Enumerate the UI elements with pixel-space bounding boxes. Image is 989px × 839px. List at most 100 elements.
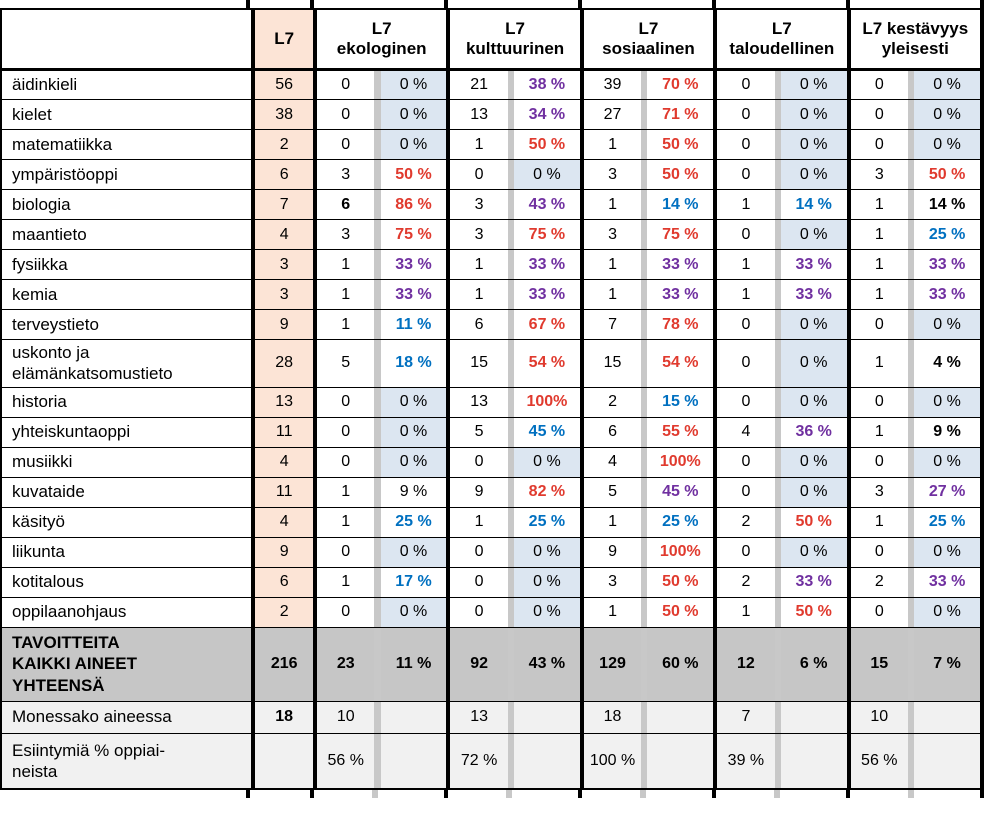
l7-count-cell: 7 <box>251 189 317 220</box>
group-count-cell: 1 <box>579 189 642 220</box>
group-percent-cell: 50 % <box>647 566 718 598</box>
l7-count-cell: 11 <box>251 476 317 508</box>
header-row: L7 L7 ekologinen L7 kulttuurinen L7 sosi… <box>1 8 985 71</box>
l7-count-cell: 18 <box>251 700 317 734</box>
divider-tick <box>506 790 512 798</box>
subject-cell: TAVOITTEITA KAIKKI AINEET YHTEENSÄ <box>1 626 254 702</box>
group-header-taloudellinen: L7 taloudellinen <box>713 8 851 71</box>
group-count-cell: 6 <box>446 309 508 340</box>
l7-count-cell: 56 <box>251 69 317 100</box>
subject-cell: kemia <box>1 279 254 310</box>
subject-cell: kuvataide <box>1 476 254 508</box>
group-percent-cell: 6 % <box>780 626 851 702</box>
group-count-cell: 1 <box>312 279 375 310</box>
edge-tick <box>578 790 582 798</box>
subject-cell: kielet <box>1 99 254 130</box>
group-percent-cell: 0 % <box>514 159 584 190</box>
edge-tick <box>578 0 582 8</box>
group-count-cell: 2 <box>579 386 642 418</box>
group-count-cell: 0 <box>446 536 508 568</box>
group-percent-cell: 0 % <box>780 159 851 190</box>
group-percent-cell: 33 % <box>780 279 851 310</box>
group-count-cell: 72 % <box>446 732 508 790</box>
group-count-cell: 6 <box>312 189 375 220</box>
edge-tick <box>246 0 250 8</box>
group-count-cell: 1 <box>846 189 909 220</box>
edge-tick <box>310 0 314 8</box>
l7-count-cell: 9 <box>251 536 317 568</box>
group-percent-cell: 50 % <box>380 159 451 190</box>
group-count-cell: 3 <box>579 159 642 190</box>
group-count-cell: 0 <box>713 99 775 130</box>
group-percent-cell: 33 % <box>380 249 451 280</box>
group-percent-cell: 25 % <box>647 506 718 538</box>
group-count-cell: 1 <box>446 279 508 310</box>
group-count-cell: 1 <box>846 249 909 280</box>
group-count-cell: 1 <box>312 566 375 598</box>
group-count-cell: 0 <box>846 446 909 478</box>
group-percent-cell: 0 % <box>780 69 851 100</box>
totals-row: TAVOITTEITA KAIKKI AINEET YHTEENSÄ 216 23 1… <box>1 626 984 702</box>
group-header-line1: L7 kestävyys <box>862 18 969 38</box>
group-percent-cell: 25 % <box>914 506 984 538</box>
l7-count-cell: 6 <box>251 159 317 190</box>
group-percent-cell: 60 % <box>647 626 718 702</box>
group-percent-cell: 67 % <box>514 309 584 340</box>
group-count-cell: 3 <box>446 219 508 250</box>
table-row: historia 13 0 0 % 13 100% 2 15 % 0 0 % 0 0 % <box>1 386 984 418</box>
group-count-cell: 1 <box>713 279 775 310</box>
group-percent-cell: 100% <box>647 446 718 478</box>
group-count-cell: 0 <box>846 386 909 418</box>
group-percent-cell: 33 % <box>780 249 851 280</box>
group-count-cell: 0 <box>312 69 375 100</box>
group-count-cell: 3 <box>579 219 642 250</box>
table-row: käsityö 4 1 25 % 1 25 % 1 25 % 2 50 % 1 25 % <box>1 506 984 538</box>
table-row: liikunta 9 0 0 % 0 0 % 9 100% 0 0 % 0 0 % <box>1 536 984 568</box>
group-count-cell: 12 <box>713 626 775 702</box>
group-count-cell: 10 <box>312 700 375 734</box>
group-percent-cell <box>514 700 584 734</box>
group-percent-cell: 0 % <box>914 99 984 130</box>
group-count-cell: 56 % <box>312 732 375 790</box>
group-count-cell: 1 <box>579 506 642 538</box>
group-percent-cell: 0 % <box>514 446 584 478</box>
group-count-cell: 1 <box>846 416 909 448</box>
group-percent-cell: 0 % <box>780 339 851 388</box>
group-count-cell: 15 <box>846 626 909 702</box>
group-count-cell: 0 <box>446 566 508 598</box>
group-count-cell: 39 % <box>713 732 775 790</box>
group-header-line1: L7 <box>771 18 792 38</box>
l7-count-cell <box>251 732 317 790</box>
group-header-line2: taloudellinen <box>729 39 835 58</box>
group-percent-cell: 33 % <box>514 279 584 310</box>
group-header-line2: yleisesti <box>881 39 949 58</box>
group-header-kestavyys-yleisesti: L7 kestävyys yleisesti <box>846 8 985 71</box>
l7-count-cell: 4 <box>251 506 317 538</box>
group-count-cell: 5 <box>312 339 375 388</box>
group-percent-cell: 33 % <box>914 279 984 310</box>
group-percent-cell: 33 % <box>780 566 851 598</box>
group-count-cell: 0 <box>713 129 775 160</box>
group-percent-cell: 82 % <box>514 476 584 508</box>
group-percent-cell: 0 % <box>780 309 851 340</box>
group-percent-cell <box>647 700 718 734</box>
group-percent-cell: 0 % <box>380 129 451 160</box>
group-count-cell: 0 <box>713 446 775 478</box>
edge-tick <box>712 0 716 8</box>
group-percent-cell: 50 % <box>647 159 718 190</box>
subjects-count-row: Monessako aineessa 18 10 13 18 7 10 <box>1 700 984 734</box>
l7-count-cell: 3 <box>251 249 317 280</box>
occurrence-percent-row: Esiintymiä % oppiai- neista 56 % 72 % 100 %… <box>1 732 984 790</box>
group-percent-cell: 33 % <box>914 566 984 598</box>
group-percent-cell: 0 % <box>914 446 984 478</box>
group-percent-cell: 0 % <box>914 386 984 418</box>
subject-cell: historia <box>1 386 254 418</box>
table-row: kemia 3 1 33 % 1 33 % 1 33 % 1 33 % 1 33 % <box>1 279 984 310</box>
group-count-cell: 2 <box>713 566 775 598</box>
group-percent-cell: 0 % <box>514 596 584 628</box>
group-percent-cell: 50 % <box>914 159 984 190</box>
group-count-cell: 10 <box>846 700 909 734</box>
group-percent-cell <box>514 732 584 790</box>
subject-cell: maantieto <box>1 219 254 250</box>
